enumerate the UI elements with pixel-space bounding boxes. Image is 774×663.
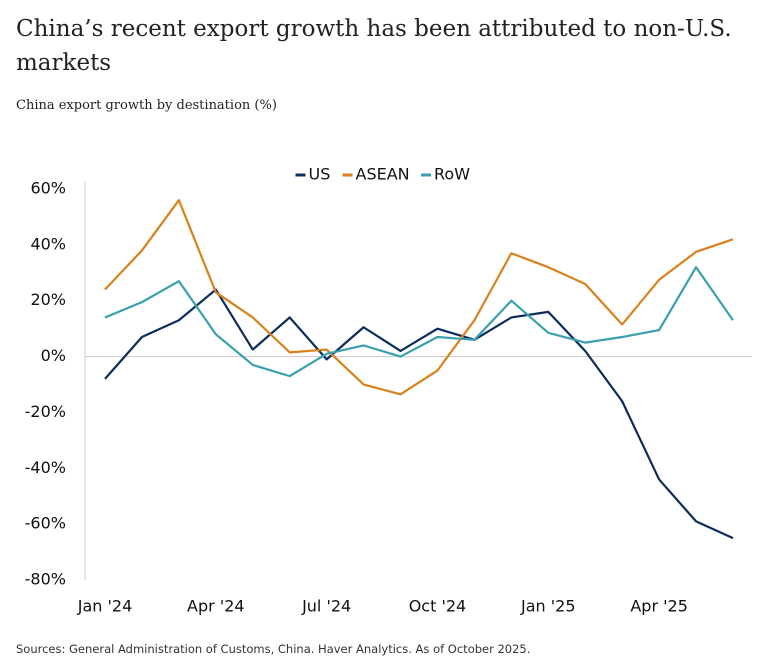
y-tick-label: -20% [25,402,66,421]
chart: -80% -60% -40% -20% 0% 20% 40% 60% Jan '24 Apr '2… [25,165,752,616]
legend-label: RoW [434,165,470,184]
y-tick-label: 0% [41,346,66,365]
series-line [104,288,734,540]
x-tick-label: Jul '24 [301,597,351,616]
legend-label: ASEAN [356,165,410,184]
y-tick-label: -80% [25,570,66,589]
x-tick-label: Apr '25 [630,597,688,616]
y-tick-label: -40% [25,458,66,477]
y-tick-label: 20% [30,290,66,309]
chart-subtitle: China export growth by destination (%) [16,98,277,113]
y-tick-label: 60% [30,179,66,198]
legend-label: US [309,165,331,184]
y-tick-label: 40% [30,234,66,253]
x-tick-label: Jan '24 [77,597,133,616]
chart-title: China’s recent export growth has been at… [16,16,732,76]
series-line [104,199,734,396]
series-line [104,266,734,378]
x-tick-label: Apr '24 [187,597,245,616]
x-tick-label: Jan '25 [520,597,576,616]
x-tick-label: Oct '24 [409,597,467,616]
y-tick-label: -60% [25,514,66,533]
source-note: Sources: General Administration of Custo… [16,642,531,656]
